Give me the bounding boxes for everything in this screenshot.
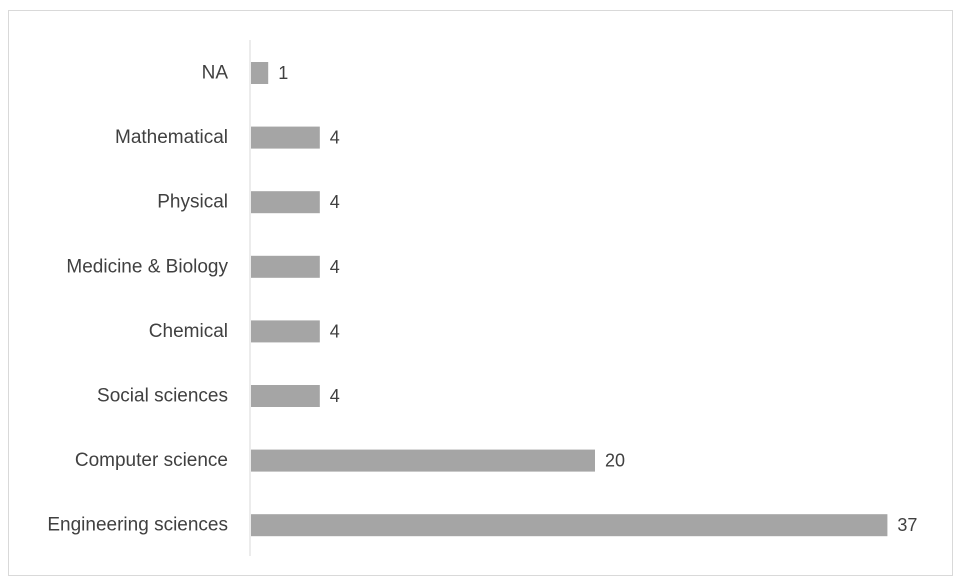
category-label-2: Physical <box>157 192 228 213</box>
data-label-0: 1 <box>278 63 288 83</box>
data-label-2: 4 <box>330 192 340 212</box>
category-label-6: Computer science <box>75 450 228 471</box>
bar-1 <box>251 127 320 149</box>
bar-7 <box>251 514 887 536</box>
category-label-3: Medicine & Biology <box>66 256 228 277</box>
data-label-5: 4 <box>330 386 340 406</box>
bar-2 <box>251 191 320 213</box>
bar-5 <box>251 385 320 407</box>
bar-3 <box>251 256 320 278</box>
data-label-3: 4 <box>330 257 340 277</box>
bars-layer <box>251 62 887 536</box>
data-label-7: 37 <box>897 515 917 535</box>
bar-6 <box>251 450 595 472</box>
data-label-1: 4 <box>330 128 340 148</box>
bar-0 <box>251 62 268 84</box>
category-label-7: Engineering sciences <box>47 515 228 536</box>
category-labels: NA Mathematical Physical Medicine & Biology… <box>47 63 228 536</box>
data-label-4: 4 <box>330 321 340 341</box>
category-label-4: Chemical <box>149 321 228 342</box>
data-label-6: 20 <box>605 451 625 471</box>
category-label-5: Social sciences <box>97 386 228 407</box>
bar-4 <box>251 320 320 342</box>
category-label-0: NA <box>202 63 229 84</box>
category-label-1: Mathematical <box>115 127 228 148</box>
